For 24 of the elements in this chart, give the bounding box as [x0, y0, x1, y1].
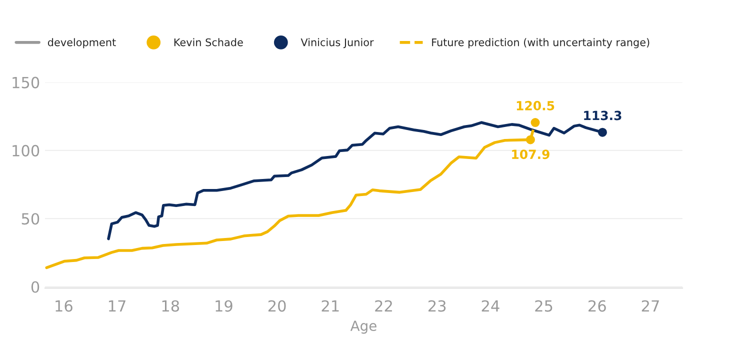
x-tick-label: 25	[535, 300, 552, 312]
legend-label: Kevin Schade	[174, 38, 243, 46]
legend-label: Future prediction (with uncertainty range)	[432, 38, 650, 48]
y-tick-label: 150	[12, 76, 40, 88]
x-tick-label: 26	[588, 300, 606, 312]
y-tick-label: 100	[12, 144, 40, 156]
annotation: 113.3	[584, 110, 622, 120]
text: development	[48, 38, 116, 48]
x-axis-title: Age	[350, 320, 376, 334]
annotation: 107.9	[512, 150, 550, 160]
x-tick-label: 24	[482, 300, 500, 312]
y-tick-label: 0	[31, 281, 40, 293]
x-tick-label: 17	[108, 300, 126, 312]
x-tick-label: 16	[56, 300, 72, 312]
x-tick-label: 20	[268, 300, 286, 312]
x-tick-label: 18	[162, 300, 180, 312]
x-tick-label: 22	[375, 300, 392, 312]
y-tick-label: 50	[22, 213, 40, 225]
x-tick-label: 21	[322, 300, 339, 312]
annotation: 120.5	[516, 100, 554, 110]
x-tick-label: 19	[216, 300, 232, 312]
x-tick-label: 27	[642, 300, 659, 312]
x-tick-label: 23	[428, 300, 446, 312]
legend-label: Vinicius Junior	[300, 38, 374, 48]
